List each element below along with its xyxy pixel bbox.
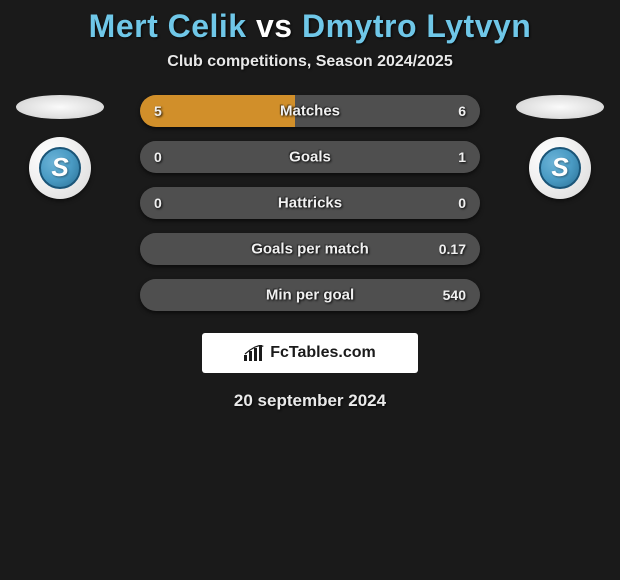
title: Mert Celik vs Dmytro Lytvyn	[0, 8, 620, 45]
branding-box: FcTables.com	[202, 333, 418, 373]
stat-row: Min per goal 540	[140, 279, 480, 311]
stat-row: Goals per match 0.17	[140, 233, 480, 265]
date: 20 september 2024	[0, 391, 620, 411]
stats-list: Matches 5 6 Goals 0 1 Hattricks 0 0 Goals per mat…	[140, 95, 480, 311]
stat-value-right: 0.17	[439, 241, 466, 257]
stat-value-right: 0	[458, 195, 466, 211]
stat-row: Hattricks 0 0	[140, 187, 480, 219]
stat-value-right: 1	[458, 149, 466, 165]
player1-name: Mert Celik	[89, 8, 247, 44]
stat-label: Min per goal	[266, 287, 354, 304]
stat-row: Matches 5 6	[140, 95, 480, 127]
player-right-club-badge: S	[529, 137, 591, 199]
chart-icon	[244, 345, 264, 361]
stat-label: Matches	[280, 103, 340, 120]
branding-text: FcTables.com	[270, 344, 376, 362]
player2-name: Dmytro Lytvyn	[302, 8, 531, 44]
player-right-column: S	[515, 95, 605, 199]
comparison-card: Mert Celik vs Dmytro Lytvyn Club competi…	[0, 0, 620, 419]
player-left-column: S	[15, 95, 105, 199]
stat-value-right: 540	[443, 287, 466, 303]
stat-bar-left-segment	[140, 95, 295, 127]
stat-label: Goals	[289, 149, 331, 166]
stat-value-left: 0	[154, 149, 162, 165]
player-left-silhouette	[16, 95, 104, 119]
stat-value-right: 6	[458, 103, 466, 119]
stat-label: Goals per match	[251, 241, 369, 258]
stat-value-left: 5	[154, 103, 162, 119]
player-left-club-badge: S	[29, 137, 91, 199]
player-right-silhouette	[516, 95, 604, 119]
subtitle: Club competitions, Season 2024/2025	[0, 53, 620, 71]
club-badge-letter-left: S	[51, 152, 68, 183]
main-area: S S Matches 5 6 Goals 0 1 Hattricks 0 0 Goals per…	[0, 95, 620, 311]
vs-text: vs	[256, 8, 293, 44]
stat-row: Goals 0 1	[140, 141, 480, 173]
club-badge-letter-right: S	[551, 152, 568, 183]
stat-label: Hattricks	[278, 195, 342, 212]
stat-value-left: 0	[154, 195, 162, 211]
